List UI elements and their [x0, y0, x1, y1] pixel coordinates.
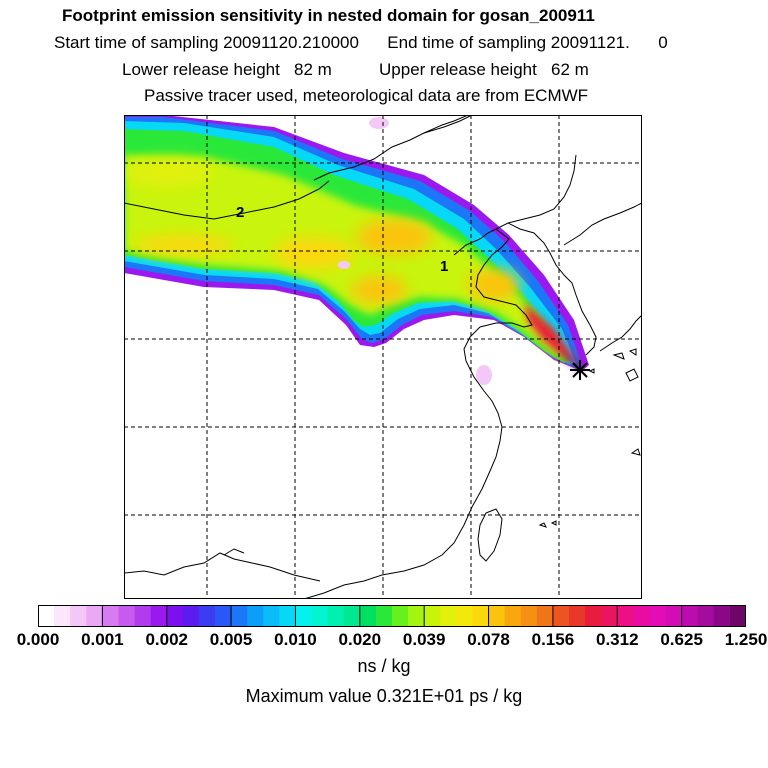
- colorbar-cell: [231, 605, 248, 627]
- colorbar-cell: [649, 605, 667, 627]
- tracer-info-line: Passive tracer used, meteorological data…: [144, 86, 589, 105]
- colorbar-cell: [472, 605, 490, 627]
- colorbar-cell: [327, 605, 345, 627]
- colorbar-tick-label: 0.312: [595, 630, 639, 649]
- colorbar-tick-label: 0.005: [209, 630, 253, 649]
- plot-title: Footprint emission sensitivity in nested…: [62, 6, 595, 25]
- colorbar-cell: [215, 605, 232, 627]
- colorbar-cell: [440, 605, 457, 627]
- colorbar-cell: [150, 605, 168, 627]
- colorbar-cell: [182, 605, 200, 627]
- colorbar-tick-label: 0.156: [531, 630, 575, 649]
- maximum-value-label: Maximum value 0.321E+01 ps / kg: [245, 686, 523, 706]
- colorbar-cell: [601, 605, 618, 627]
- colorbar-cell: [520, 605, 538, 627]
- colorbar-cell: [375, 605, 393, 627]
- colorbar-cell: [697, 605, 715, 627]
- release-height-line: Lower release height 82 m Upper release …: [122, 60, 589, 79]
- sampling-time-line: Start time of sampling 20091120.210000 E…: [54, 33, 668, 52]
- colorbar-tick-label: 0.625: [660, 630, 703, 649]
- colorbar-frame: [38, 605, 746, 627]
- coastlines: [124, 115, 642, 599]
- colorbar-cell: [424, 605, 441, 627]
- colorbar-cell: [408, 605, 425, 627]
- colorbar-cell: [552, 605, 570, 627]
- colorbar-cell: [38, 605, 55, 627]
- colorbar-cell: [456, 605, 473, 627]
- colorbar-cell: [633, 605, 650, 627]
- colorbar-cell: [665, 605, 683, 627]
- colorbar-cell: [569, 605, 586, 627]
- colorbar-tick-label: 0.078: [467, 630, 510, 649]
- colorbar-cell: [488, 605, 506, 627]
- colorbar-cell: [70, 605, 87, 627]
- colorbar-cell: [166, 605, 184, 627]
- colorbar-cell: [359, 605, 377, 627]
- colorbar: [38, 605, 746, 627]
- colorbar-cell: [198, 605, 216, 627]
- colorbar-cell: [713, 605, 731, 627]
- colorbar-cell: [343, 605, 361, 627]
- colorbar-cell: [729, 605, 746, 627]
- colorbar-tick-label: 1.250: [724, 630, 768, 649]
- trajectory-label-2: 2: [236, 204, 244, 221]
- colorbar-cell: [279, 605, 296, 627]
- colorbar-tick-label: 0.001: [81, 630, 124, 649]
- colorbar-tick-label: 0.000: [16, 630, 60, 649]
- colorbar-cell: [247, 605, 264, 627]
- colorbar-cell: [118, 605, 136, 627]
- colorbar-tick-label: 0.039: [402, 630, 446, 649]
- colorbar-cell: [504, 605, 522, 627]
- colorbar-units: ns / kg: [357, 656, 411, 676]
- colorbar-cell: [311, 605, 329, 627]
- plume-pink-specks: [338, 117, 492, 385]
- colorbar-tick-label: 0.010: [274, 630, 317, 649]
- colorbar-cell: [536, 605, 554, 627]
- japan-islands: [538, 348, 641, 528]
- colorbar-cell: [392, 605, 409, 627]
- colorbar-cell: [617, 605, 634, 627]
- map-frame: [124, 115, 642, 599]
- colorbar-cell: [585, 605, 602, 627]
- plume-orange-core: [124, 159, 520, 304]
- colorbar-cell: [295, 605, 313, 627]
- trajectory-label-1: 1: [440, 258, 448, 275]
- receptor-star-icon: [570, 360, 590, 380]
- colorbar-cell: [102, 605, 119, 627]
- colorbar-cell: [134, 605, 152, 627]
- colorbar-tick-label: 0.020: [338, 630, 382, 649]
- colorbar-cell: [263, 605, 280, 627]
- footprint-map: 2 1: [124, 115, 642, 599]
- colorbar-cell: [54, 605, 71, 627]
- colorbar-tick-label: 0.002: [145, 630, 188, 649]
- graticule: [124, 115, 642, 599]
- colorbar-cell: [681, 605, 699, 627]
- taiwan-island: [477, 508, 503, 562]
- colorbar-cell: [86, 605, 103, 627]
